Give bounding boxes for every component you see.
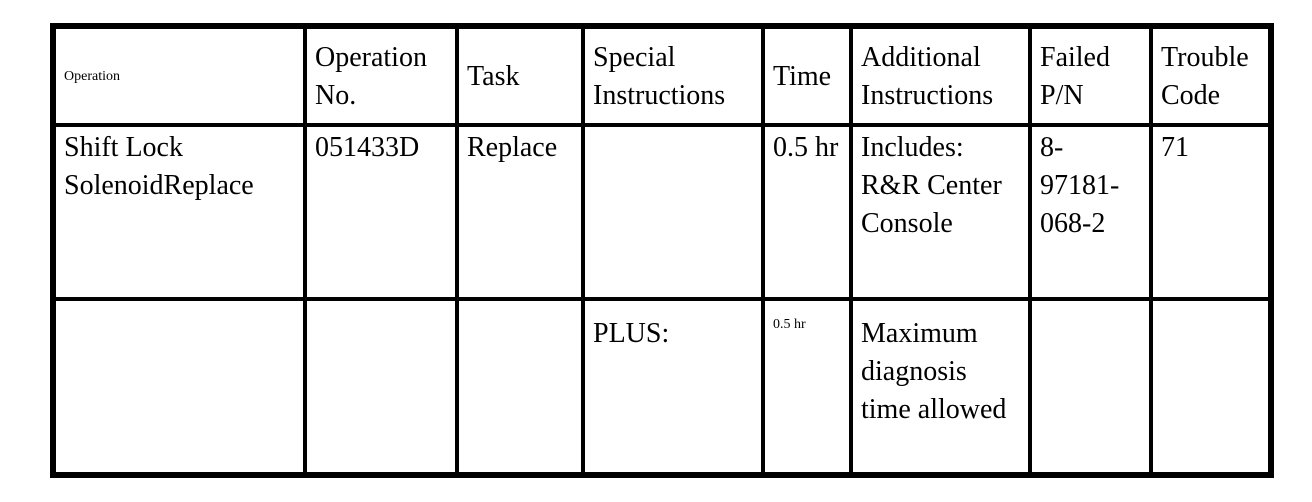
table-row: PLUS: 0.5 hr Maximum diagnosis time allo…: [51, 297, 1273, 477]
cell-task: [455, 297, 585, 477]
cell-trouble-code: [1149, 297, 1273, 477]
cell-time: 0.5 hr: [761, 123, 853, 301]
header-additional-instructions: Additional Instructions: [849, 24, 1032, 127]
cell-additional-instructions: Includes: R&R Center Console: [849, 123, 1032, 301]
header-task: Task: [455, 24, 585, 127]
header-time: Time: [761, 24, 853, 127]
cell-operation-no: 051433D: [303, 123, 459, 301]
cell-operation-no: [303, 297, 459, 477]
cell-operation: [51, 297, 307, 477]
cell-time: 0.5 hr: [761, 297, 853, 477]
header-trouble-code: Trouble Code: [1149, 24, 1273, 127]
labor-operation-table: Operation Operation No. Task Special Ins…: [50, 23, 1274, 478]
header-special-instructions: Special Instructions: [581, 24, 765, 127]
cell-special-instructions: PLUS:: [581, 297, 765, 477]
cell-failed-pn: [1028, 297, 1153, 477]
table-row: Shift Lock SolenoidReplace 051433D Repla…: [51, 123, 1273, 301]
cell-trouble-code: 71: [1149, 123, 1273, 301]
header-operation-no: Operation No.: [303, 24, 459, 127]
cell-special-instructions: [581, 123, 765, 301]
cell-additional-instructions: Maximum diagnosis time allowed: [849, 297, 1032, 477]
cell-task: Replace: [455, 123, 585, 301]
header-operation: Operation: [51, 24, 307, 127]
cell-operation: Shift Lock SolenoidReplace: [51, 123, 307, 301]
cell-failed-pn: 8-97181-068-2: [1028, 123, 1153, 301]
header-failed-pn: Failed P/N: [1028, 24, 1153, 127]
header-row: Operation Operation No. Task Special Ins…: [51, 24, 1273, 127]
